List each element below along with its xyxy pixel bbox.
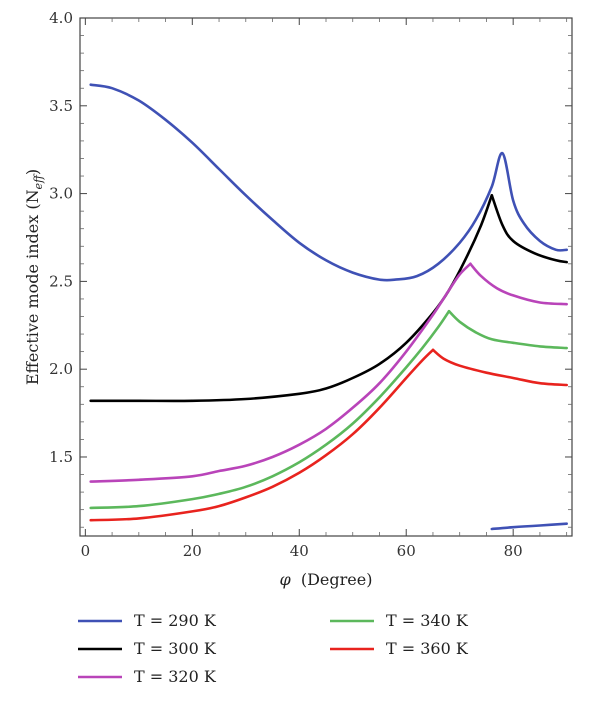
x-tick-label: 60 bbox=[397, 542, 416, 560]
x-tick-label: 40 bbox=[290, 542, 309, 560]
y-tick-label: 3.5 bbox=[49, 97, 73, 115]
y-axis-label: Effective mode index (Neff) bbox=[23, 169, 45, 385]
y-axis-label-text: Effective mode index (N bbox=[23, 189, 42, 385]
legend-label: T = 320 K bbox=[134, 667, 217, 686]
y-tick-label: 4.0 bbox=[49, 9, 73, 27]
series-340k-line bbox=[89, 309, 451, 510]
series-290k-lower-branch bbox=[490, 522, 568, 531]
legend-label: T = 290 K bbox=[134, 611, 217, 630]
x-tick-label: 20 bbox=[183, 542, 202, 560]
series-320k-line bbox=[89, 262, 472, 483]
series-320k-line-after-peak bbox=[469, 262, 568, 306]
series-360k-line bbox=[89, 348, 435, 522]
plot-frame bbox=[79, 17, 573, 537]
series-300k-line-after-peak bbox=[490, 194, 568, 264]
y-axis-label-close: ) bbox=[23, 169, 42, 175]
series-300k-line bbox=[89, 194, 494, 403]
y-tick-label: 3.0 bbox=[49, 185, 73, 203]
legend-label: T = 340 K bbox=[386, 611, 469, 630]
y-tick-label: 2.5 bbox=[49, 272, 73, 290]
legend: T = 290 K T = 300 K T = 320 K T = 340 K T = … bbox=[78, 611, 469, 686]
y-tick-label: 1.5 bbox=[49, 448, 73, 466]
x-tick-label: 0 bbox=[81, 542, 91, 560]
series-340k-line-after-peak bbox=[447, 309, 568, 350]
x-axis-label-text: (Degree) bbox=[301, 570, 373, 589]
series-360k-line-after-peak bbox=[431, 348, 568, 387]
y-tick-label: 2.0 bbox=[49, 360, 73, 378]
x-axis-label: φ (Degree) bbox=[280, 570, 373, 589]
legend-label: T = 300 K bbox=[134, 639, 217, 658]
x-tick-label: 80 bbox=[504, 542, 523, 560]
x-axis-symbol: φ bbox=[280, 570, 292, 589]
y-axis-label-sub: eff bbox=[32, 173, 45, 190]
legend-label: T = 360 K bbox=[386, 639, 469, 658]
series-290k-line bbox=[89, 83, 568, 282]
